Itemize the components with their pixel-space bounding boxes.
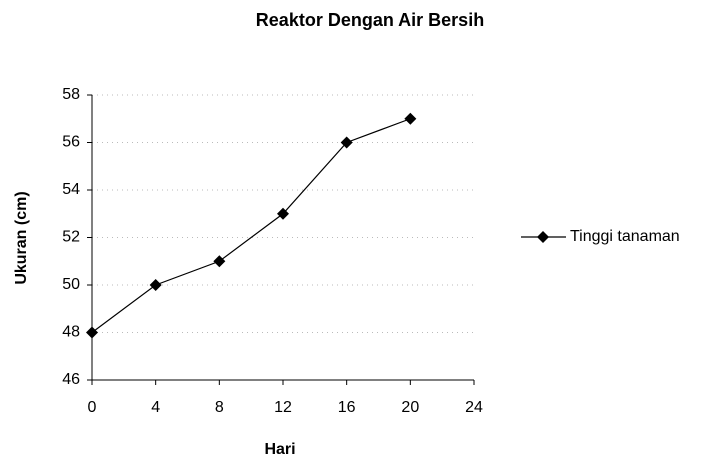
x-tick-label: 24 xyxy=(465,399,483,416)
y-tick-label: 58 xyxy=(62,86,80,103)
x-axis-title: Hari xyxy=(264,441,295,458)
x-tick-label: 20 xyxy=(401,399,419,416)
y-tick-label: 52 xyxy=(62,229,80,246)
marker xyxy=(340,136,353,149)
y-tick-label: 56 xyxy=(62,134,80,151)
marker xyxy=(86,326,98,339)
x-tick-label: 4 xyxy=(151,399,160,416)
marker xyxy=(404,112,417,125)
marker xyxy=(277,207,289,220)
y-tick-label: 50 xyxy=(62,276,80,293)
x-tick-label: 12 xyxy=(274,399,292,416)
marker xyxy=(149,279,162,291)
y-tick-label: 54 xyxy=(62,181,80,198)
y-tick-label: 46 xyxy=(62,371,80,388)
legend-marker xyxy=(537,231,549,243)
x-tick-label: 0 xyxy=(88,399,97,416)
x-tick-label: 8 xyxy=(215,399,224,416)
series-line xyxy=(91,118,411,333)
y-axis-title: Ukuran (cm) xyxy=(13,191,30,284)
legend-label: Tinggi tanaman xyxy=(570,228,680,245)
chart-title: Reaktor Dengan Air Bersih xyxy=(256,10,484,30)
marker xyxy=(213,255,226,268)
x-tick-label: 16 xyxy=(338,399,356,416)
y-tick-label: 48 xyxy=(62,324,80,341)
